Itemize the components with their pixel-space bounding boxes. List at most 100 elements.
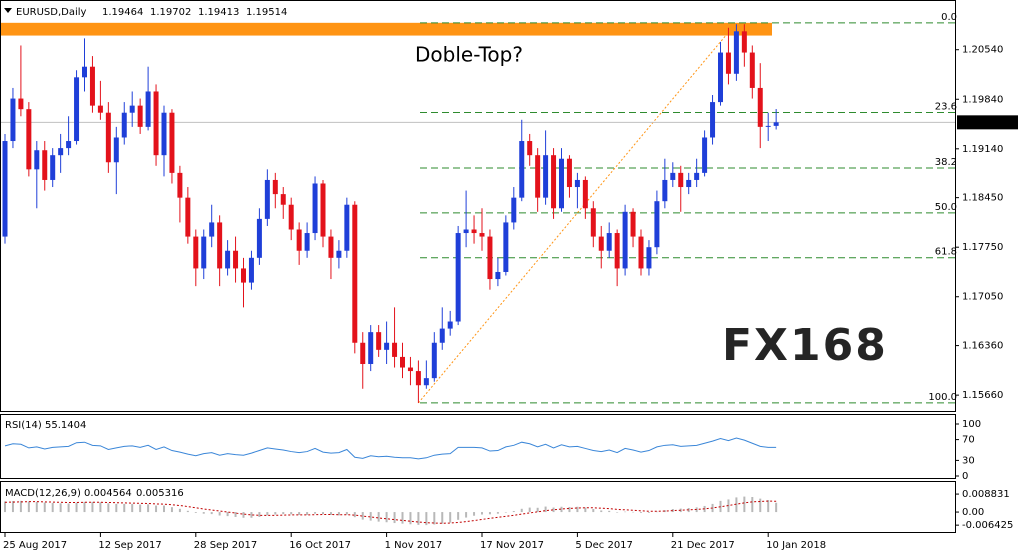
macd-bar [35,501,38,513]
macd-bar [345,512,348,515]
macd-bar [425,512,428,526]
x-tick-label: 21 Dec 2017 [671,540,735,551]
macd-bar [743,496,746,513]
macd-bar [51,502,54,513]
y-tick-label: 1.15660 [962,390,1003,401]
macd-bar [568,506,571,513]
candle-body [622,211,628,269]
y-tick-label: 1.17750 [962,242,1003,253]
candle-body [479,233,485,237]
candle-body [241,268,246,283]
candle-body [415,371,421,386]
macd-bar [496,512,499,514]
macd-bar [11,501,14,513]
candle-body [463,229,469,234]
macd-bar [218,512,221,516]
macd-bar [186,510,189,513]
candle-body [638,236,644,269]
y-tick-label: 0.00 [962,507,984,518]
candle-body [574,179,580,188]
candle-body [105,112,111,163]
macd-bar [250,512,253,518]
macd-bar [170,507,173,513]
candle-body [89,66,95,106]
annotation: Doble-Top? [415,43,523,67]
fib-label: 50.0 [935,202,957,213]
candle-body [765,125,771,127]
macd-bar [647,512,650,513]
candle-body [392,342,398,357]
candle-body [97,105,103,113]
candle-body [646,247,652,269]
fib-label: 23.6 [935,102,957,113]
macd-bar [43,502,46,513]
macd-bar [226,512,229,517]
macd-bar [131,503,134,513]
candle-body [447,321,453,329]
x-tick-label: 12 Sep 2017 [98,540,161,551]
signal-line [4,500,777,524]
candle-body [264,179,270,219]
candle-body [423,378,429,386]
panel-title: MACD(12,26,9) [5,488,81,499]
macd-bar [361,512,364,520]
macd-bar [655,511,658,513]
macd-bar [242,512,245,518]
fib-label: 100.0 [928,392,957,403]
macd-bar [322,512,324,515]
macd-bar [751,496,754,513]
y-tick-label: 1.19140 [962,144,1003,155]
macd-bar [552,507,555,513]
macd-bar [385,512,388,523]
ohlc-value: 1.19514 [246,7,287,18]
macd-bar [123,503,126,513]
candle-body [225,250,231,269]
candle-body [495,271,501,280]
candle-body [153,91,159,156]
macd-bar [290,512,293,515]
macd-bar [19,500,22,513]
macd-bar [393,512,396,524]
macd-bar [409,512,412,525]
candle-body [26,109,32,170]
rsi-line [4,437,777,460]
y-tick-label: 1.18450 [962,193,1003,204]
macd-bar [624,511,627,513]
candle-body [34,150,40,170]
candle-body [336,250,342,258]
candle-body [455,233,461,322]
candle-body [10,98,16,142]
ohlc-value: 1.19464 [102,7,143,18]
candle-body [559,158,564,209]
y-tick-label: 1.19840 [962,94,1003,105]
candle-body [209,222,215,237]
candle-body [582,179,588,209]
candle-body [543,155,549,198]
macd-bar [163,505,165,513]
candle-body [193,236,199,269]
macd-bar [441,512,444,524]
macd-bar [4,501,6,513]
candle-body [145,91,151,127]
trend-line [418,22,737,404]
candle-body [137,105,143,127]
candle-body [368,332,374,364]
macd-bar [504,512,507,513]
resistance-zone [1,22,772,36]
candle-body [725,52,731,74]
candle-body [74,77,80,142]
menu-triangle [4,8,12,13]
candle-body [400,356,405,368]
candle-body [384,342,390,350]
macd-bar [329,512,332,515]
candle-body [535,155,541,198]
x-tick-label: 5 Dec 2017 [575,540,633,551]
candle-body [328,236,334,258]
macd-bar [608,510,611,513]
candle-body [217,222,223,269]
candle-body [598,236,604,251]
candle-body [352,204,358,343]
y-tick-label: 0.008831 [962,489,1010,500]
